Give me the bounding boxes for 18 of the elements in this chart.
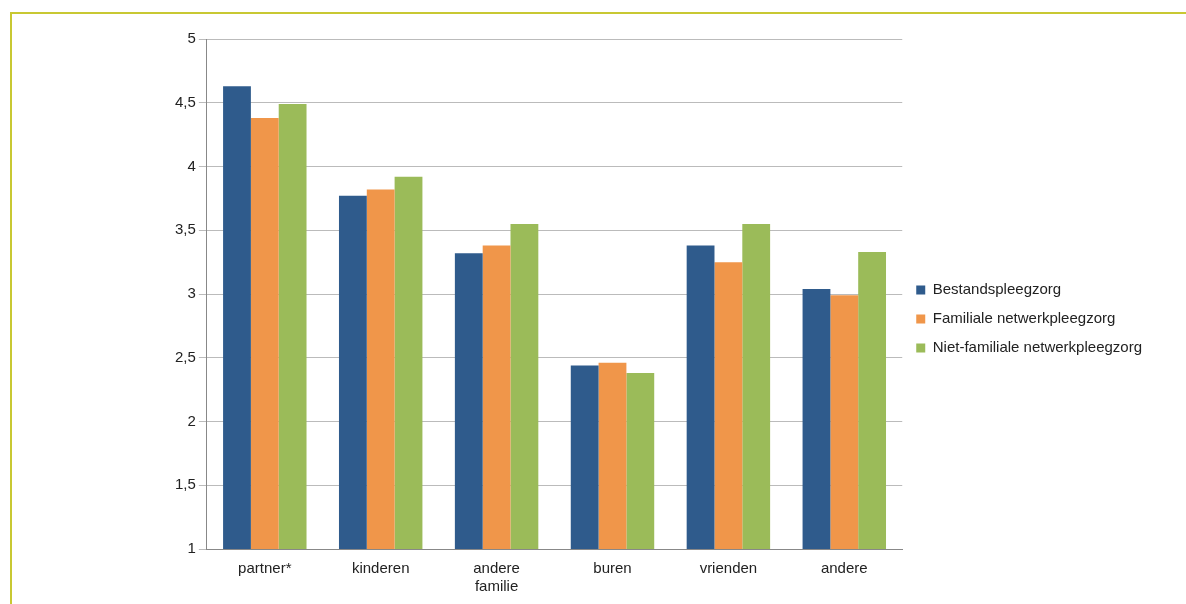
legend-label: Bestandspleegzorg	[932, 280, 1062, 298]
legend-label: Niet-familiale netwerkpleegzorg	[932, 338, 1143, 356]
x-tick-label: andere familie	[473, 559, 520, 595]
y-tick-label: 2,5	[174, 347, 196, 365]
x-tick-label: partner*	[238, 559, 292, 577]
x-tick-label: andere	[820, 559, 868, 577]
x-tick-label: vrienden	[699, 559, 758, 577]
y-tick-label: 3,5	[174, 220, 196, 238]
legend-label: Familiale netwerkpleegzorg	[932, 309, 1116, 327]
x-tick-label: kinderen	[351, 559, 410, 577]
y-tick-label: 1	[187, 539, 196, 557]
y-tick-label: 4	[187, 156, 196, 174]
x-tick-label: buren	[593, 559, 632, 577]
y-tick-label: 2	[187, 411, 196, 429]
y-tick-label: 5	[187, 29, 196, 47]
y-tick-label: 4,5	[174, 92, 196, 110]
y-tick-label: 1,5	[174, 475, 196, 493]
y-tick-label: 3	[187, 284, 196, 302]
